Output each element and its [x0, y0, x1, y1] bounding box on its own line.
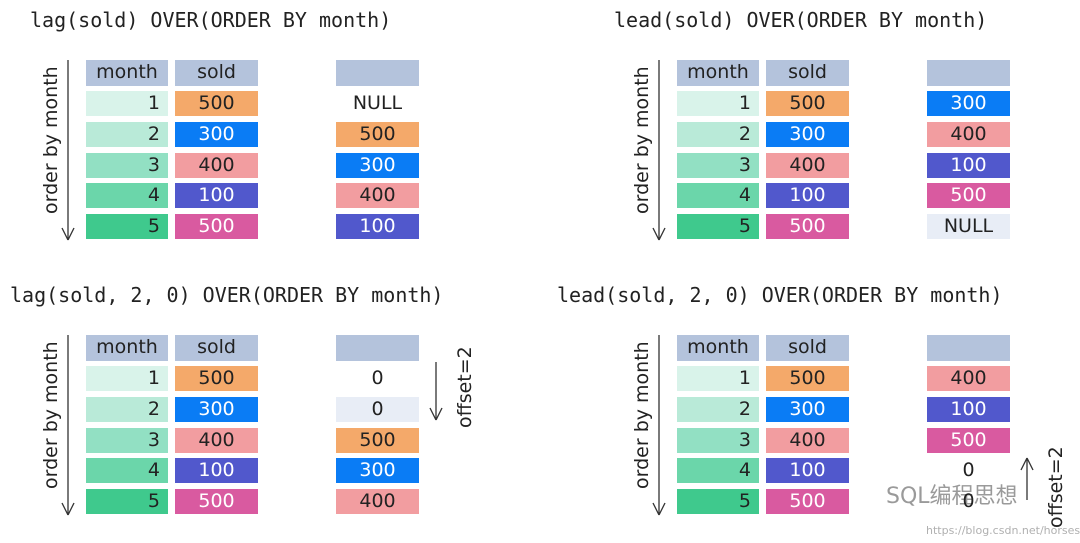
- month-cell: 1: [677, 366, 759, 391]
- sold-cell: 500: [175, 366, 258, 391]
- header-cell: sold: [175, 335, 258, 361]
- month-cell: 3: [677, 152, 759, 178]
- result-cell: 0: [962, 490, 975, 513]
- result-cell: 500: [336, 427, 419, 453]
- sold-cell: 500: [766, 214, 849, 240]
- panel-title: lead(sold, 2, 0) OVER(ORDER BY month): [557, 283, 1003, 307]
- panel-title: lag(sold, 2, 0) OVER(ORDER BY month): [10, 283, 444, 307]
- sold-cell: 500: [175, 91, 258, 116]
- header-cell: month: [86, 60, 168, 86]
- month-cell: 2: [86, 396, 168, 422]
- result-cell: 500: [927, 427, 1010, 453]
- sold-cell: 500: [175, 214, 258, 240]
- month-cell: 3: [86, 427, 168, 453]
- sold-cell: 100: [766, 183, 849, 209]
- result-cell: 400: [336, 183, 419, 209]
- header-cell: [336, 335, 419, 361]
- month-cell: 4: [677, 183, 759, 209]
- panel-title: lag(sold) OVER(ORDER BY month): [30, 8, 392, 32]
- arrow: [429, 407, 437, 421]
- header-cell: sold: [175, 60, 258, 86]
- arrow: [67, 227, 75, 241]
- sold-cell: 400: [175, 152, 258, 178]
- sold-cell: 400: [766, 427, 849, 453]
- result-cell: NULL: [927, 214, 1010, 240]
- axis-label: order by month: [631, 66, 653, 214]
- header-cell: [336, 60, 419, 86]
- axis-label: order by month: [40, 66, 62, 214]
- month-cell: 2: [677, 396, 759, 422]
- sold-cell: 300: [175, 396, 258, 422]
- result-cell: 100: [927, 152, 1010, 178]
- sold-cell: 100: [766, 458, 849, 484]
- arrow: [658, 502, 666, 516]
- result-cell: 0: [371, 367, 384, 389]
- month-cell: 4: [86, 183, 168, 209]
- sold-cell: 300: [766, 396, 849, 422]
- arrow: [652, 227, 660, 241]
- result-cell: 300: [336, 152, 419, 178]
- result-cell: 0: [336, 396, 419, 422]
- sold-cell: 500: [766, 366, 849, 391]
- arrow: [652, 502, 660, 516]
- month-cell: 1: [86, 91, 168, 116]
- month-cell: 5: [86, 489, 168, 515]
- sold-cell: 400: [766, 152, 849, 178]
- month-cell: 4: [677, 458, 759, 484]
- sold-cell: 100: [175, 183, 258, 209]
- month-cell: 3: [86, 152, 168, 178]
- arrow: [1020, 457, 1028, 471]
- watermark-url: https://blog.csdn.net/horses: [926, 524, 1080, 537]
- result-cell: NULL: [352, 92, 403, 114]
- panel-title: lead(sold) OVER(ORDER BY month): [614, 8, 988, 32]
- result-cell: 400: [927, 121, 1010, 147]
- result-cell: 300: [336, 458, 419, 484]
- month-cell: 4: [86, 458, 168, 484]
- sold-cell: 300: [766, 121, 849, 147]
- month-cell: 5: [677, 214, 759, 240]
- arrow: [435, 407, 443, 421]
- arrow: [67, 502, 75, 516]
- arrow: [1026, 457, 1034, 471]
- result-cell: 100: [927, 396, 1010, 422]
- sold-cell: 500: [766, 91, 849, 116]
- arrow: [61, 502, 69, 516]
- sold-cell: 500: [766, 489, 849, 515]
- result-cell: 400: [336, 489, 419, 515]
- month-cell: 1: [86, 366, 168, 391]
- arrow: [658, 227, 666, 241]
- result-cell: 0: [962, 459, 975, 482]
- month-cell: 5: [677, 489, 759, 515]
- month-cell: 1: [677, 91, 759, 116]
- sold-cell: 300: [175, 121, 258, 147]
- result-cell: 500: [927, 183, 1010, 209]
- result-cell: 300: [927, 91, 1010, 116]
- header-cell: [927, 335, 1010, 361]
- offset-label: offset=2: [1045, 446, 1067, 528]
- header-cell: sold: [766, 335, 849, 361]
- header-cell: month: [677, 335, 759, 361]
- month-cell: 2: [86, 121, 168, 147]
- arrow: [61, 227, 69, 241]
- result-cell: 100: [336, 214, 419, 240]
- header-cell: month: [86, 335, 168, 361]
- result-cell: 500: [336, 121, 419, 147]
- axis-label: order by month: [40, 341, 62, 489]
- sold-cell: 500: [175, 489, 258, 515]
- watermark-name: SQL编程思想: [886, 484, 1018, 509]
- offset-label: offset=2: [454, 346, 476, 428]
- month-cell: 2: [677, 121, 759, 147]
- header-cell: [927, 60, 1010, 86]
- month-cell: 5: [86, 214, 168, 240]
- sold-cell: 100: [175, 458, 258, 484]
- month-cell: 3: [677, 427, 759, 453]
- header-cell: month: [677, 60, 759, 86]
- header-cell: sold: [766, 60, 849, 86]
- sold-cell: 400: [175, 427, 258, 453]
- axis-label: order by month: [631, 341, 653, 489]
- result-cell: 400: [927, 366, 1010, 391]
